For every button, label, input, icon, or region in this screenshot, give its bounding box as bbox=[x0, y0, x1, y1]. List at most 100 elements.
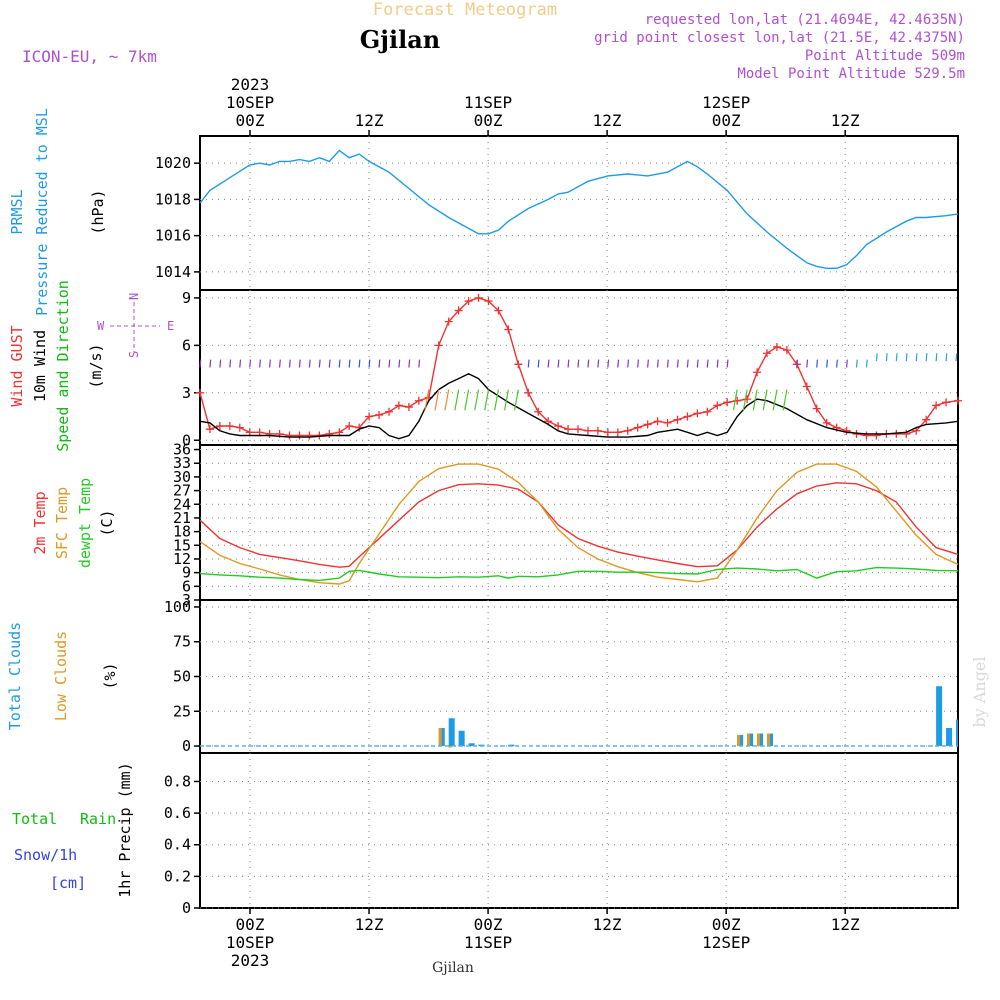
gust-point bbox=[812, 404, 821, 413]
wind-arrow bbox=[925, 353, 928, 362]
gust-point bbox=[583, 426, 592, 435]
gust-point bbox=[772, 342, 781, 351]
ylabel-wind-gust: Wind GUST bbox=[8, 325, 26, 406]
wind-arrow bbox=[666, 359, 669, 368]
wind-arrow bbox=[915, 353, 918, 362]
time-label-bottom: 12SEP bbox=[702, 933, 750, 952]
series-line-2m-temp bbox=[199, 482, 959, 568]
bar-total-clouds bbox=[946, 727, 953, 747]
gust-point bbox=[633, 423, 642, 432]
wind-arrow bbox=[752, 389, 758, 411]
wind-arrow bbox=[288, 359, 291, 368]
gust-point bbox=[524, 388, 533, 397]
time-label-top: 12Z bbox=[831, 111, 860, 130]
gust-point bbox=[385, 407, 394, 416]
tick-label-temperature: 9 bbox=[182, 564, 191, 582]
wind-arrow bbox=[742, 389, 748, 411]
legend-snow: Snow/1h bbox=[14, 846, 77, 864]
panel-frame-wind bbox=[199, 289, 959, 446]
point-altitude: Point Altitude 509m bbox=[805, 48, 965, 64]
watermark: by Angel bbox=[970, 656, 989, 727]
time-label-top: 12Z bbox=[593, 111, 622, 130]
meteogram-title: Forecast Meteogram bbox=[373, 0, 557, 20]
gust-point bbox=[474, 293, 483, 302]
time-label-bottom: 00Z bbox=[236, 915, 265, 934]
wind-arrow bbox=[726, 359, 729, 368]
tick-label-wind: 3 bbox=[182, 384, 191, 402]
series-line-sfc-temp bbox=[199, 463, 959, 585]
time-label-top: 12Z bbox=[355, 111, 384, 130]
wind-arrow bbox=[527, 359, 530, 368]
tick-label-temperature: 3 bbox=[182, 591, 191, 609]
wind-arrow bbox=[308, 359, 311, 368]
wind-arrow bbox=[474, 389, 480, 411]
wind-arrow bbox=[318, 359, 321, 368]
time-label-top: 10SEP bbox=[226, 93, 274, 112]
series-line-wind-gust bbox=[199, 297, 959, 437]
gust-point bbox=[265, 429, 274, 438]
legend-rain: Rain bbox=[80, 810, 116, 828]
gust-point bbox=[733, 396, 742, 405]
wind-arrow bbox=[637, 359, 639, 368]
bar-low-clouds bbox=[448, 746, 452, 748]
bar-total-clouds bbox=[956, 719, 958, 747]
bar-low-clouds bbox=[737, 734, 741, 747]
series-line-10m-wind bbox=[199, 373, 959, 440]
wind-arrow bbox=[504, 389, 509, 411]
wind-arrow bbox=[408, 359, 411, 368]
panel-frame-precipitation bbox=[199, 752, 959, 909]
gust-point bbox=[593, 426, 602, 435]
wind-arrow bbox=[865, 359, 868, 368]
gust-point bbox=[603, 428, 612, 437]
wind-arrow bbox=[676, 359, 679, 368]
tick-label-clouds: 100 bbox=[164, 598, 191, 616]
tick-label-temperature: 6 bbox=[182, 577, 191, 595]
wind-arrow bbox=[597, 359, 600, 368]
model-point-altitude: Model Point Altitude 529.5m bbox=[737, 66, 965, 82]
bar-low-clouds bbox=[438, 727, 442, 747]
compass-north: N bbox=[127, 293, 141, 300]
bar-low-clouds bbox=[747, 733, 751, 747]
wind-arrow bbox=[557, 359, 560, 368]
bar-total-clouds bbox=[458, 730, 465, 747]
wind-arrow bbox=[537, 359, 540, 368]
wind-arrow bbox=[378, 359, 381, 368]
wind-arrow bbox=[686, 359, 689, 368]
gust-point bbox=[414, 396, 423, 405]
wind-arrow bbox=[782, 389, 788, 411]
wind-arrow bbox=[716, 359, 719, 368]
ylabel-sfc-temp: SFC Temp bbox=[53, 487, 71, 559]
wind-arrow bbox=[762, 389, 768, 411]
time-label-top: 00Z bbox=[236, 111, 265, 130]
gust-point bbox=[713, 401, 722, 410]
gust-point bbox=[205, 425, 214, 434]
wind-arrow bbox=[444, 389, 450, 411]
wind-arrow bbox=[454, 389, 460, 411]
wind-arrow bbox=[424, 389, 430, 411]
gust-point bbox=[802, 382, 811, 391]
wind-arrow bbox=[229, 359, 232, 368]
gust-point bbox=[822, 418, 831, 427]
wind-arrow bbox=[706, 359, 709, 368]
wind-arrow bbox=[945, 353, 948, 362]
gust-point bbox=[932, 401, 941, 410]
time-label-bottom: 10SEP bbox=[226, 933, 274, 952]
wind-arrow bbox=[845, 359, 848, 368]
wind-arrow bbox=[298, 359, 301, 368]
tick-label-clouds: 50 bbox=[173, 668, 191, 686]
wind-arrow bbox=[567, 359, 570, 368]
wind-arrow bbox=[269, 359, 271, 368]
wind-arrow bbox=[796, 359, 799, 368]
tick-label-precipitation: 0 bbox=[182, 899, 191, 917]
tick-label-clouds: 0 bbox=[182, 737, 191, 755]
gust-point bbox=[574, 425, 583, 434]
wind-arrow bbox=[885, 353, 888, 362]
gust-point bbox=[653, 417, 662, 426]
time-label-bottom: 00Z bbox=[474, 915, 503, 934]
gust-point bbox=[743, 395, 752, 404]
wind-arrow bbox=[617, 359, 620, 368]
wind-arrow bbox=[905, 353, 908, 362]
tick-label-wind: 6 bbox=[182, 336, 191, 354]
time-label-bottom: 12Z bbox=[831, 915, 860, 934]
wind-arrow bbox=[772, 389, 778, 411]
